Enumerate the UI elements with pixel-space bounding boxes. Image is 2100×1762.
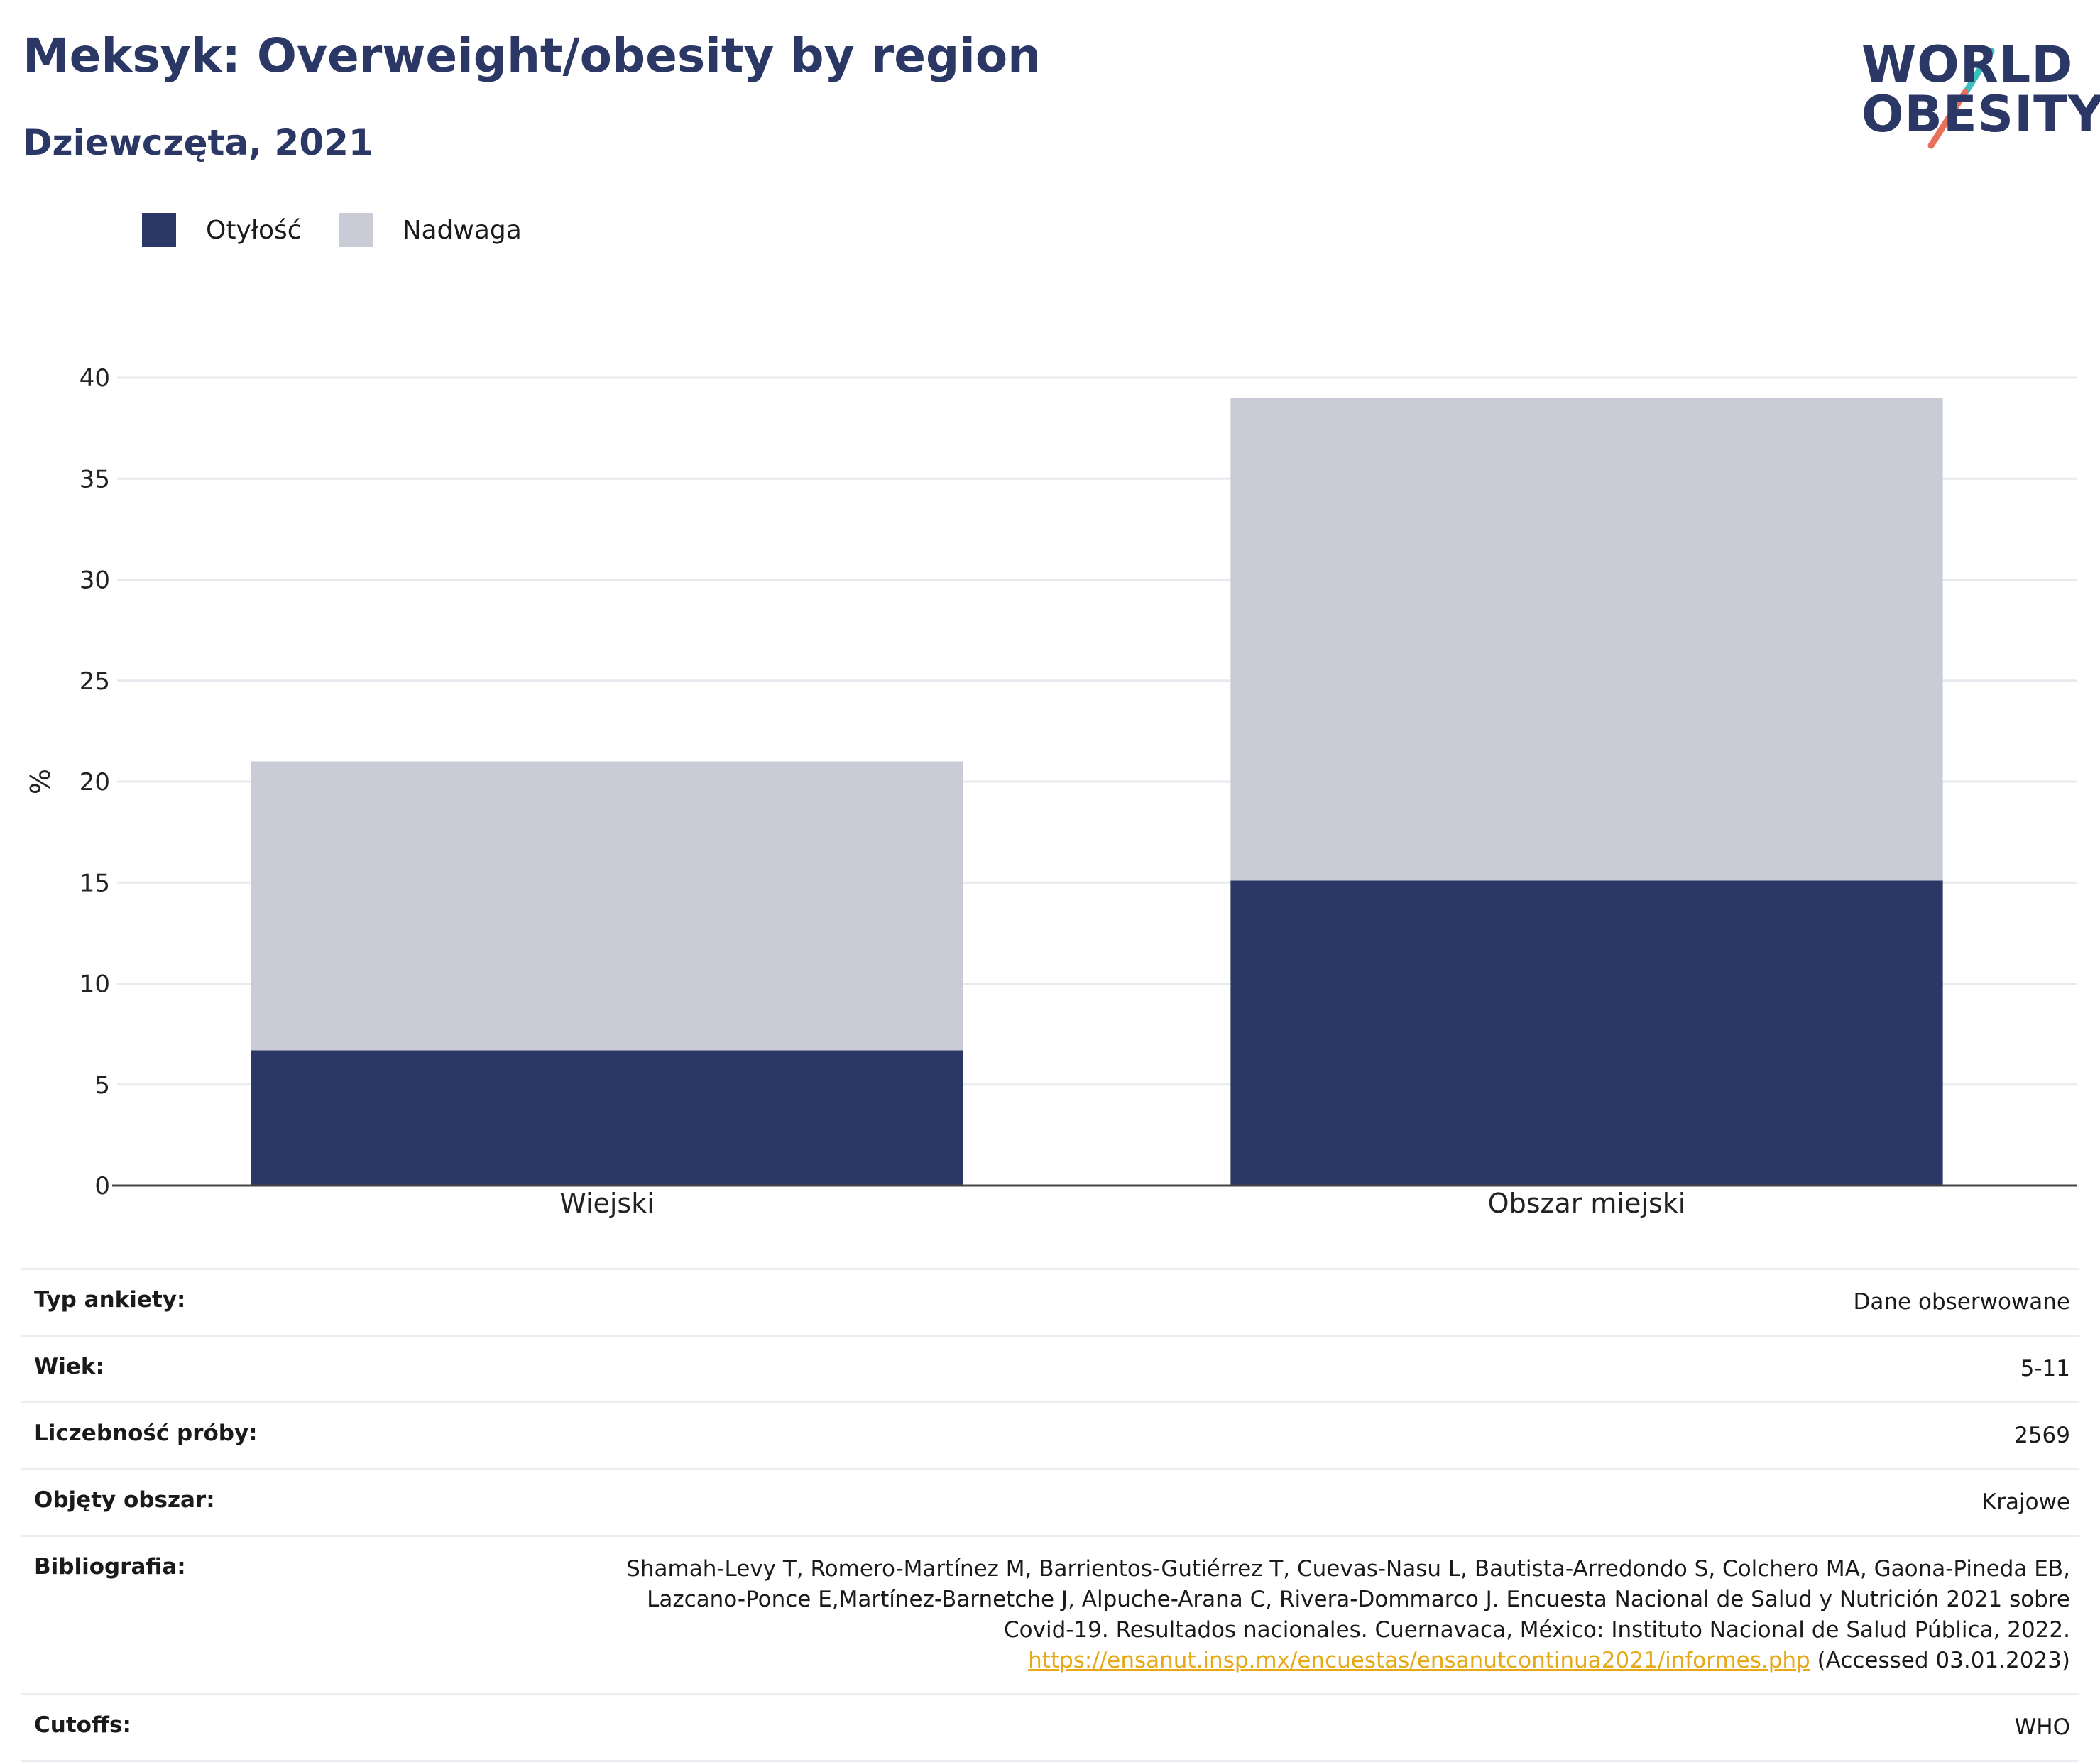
- y-tick-label: 30: [80, 567, 110, 595]
- info-row-coverage: Objęty obszar: Krajowe: [21, 1469, 2079, 1536]
- info-key: Bibliografia:: [34, 1554, 186, 1580]
- info-key: Wiek:: [34, 1354, 104, 1379]
- info-key: Objęty obszar:: [34, 1487, 215, 1513]
- info-value: WHO: [2014, 1714, 2070, 1740]
- bibliography-accessed: (Accessed 03.01.2023): [1810, 1648, 2070, 1673]
- x-category-label: Obszar miejski: [1488, 1188, 1686, 1219]
- y-tick-label: 40: [80, 364, 110, 393]
- y-tick-label: 0: [94, 1172, 110, 1200]
- bar-segment: [1230, 880, 1943, 1186]
- info-row-age: Wiek: 5-11: [21, 1335, 2079, 1403]
- bibliography-line: Covid-19. Resultados nacionales. Cuernav…: [1004, 1617, 2070, 1643]
- y-tick-label: 10: [80, 970, 110, 999]
- chart-title: Meksyk: Overweight/obesity by region: [23, 28, 1041, 83]
- legend-label-nadwaga: Nadwaga: [402, 215, 522, 245]
- y-tick-label: 35: [80, 465, 110, 493]
- y-tick-label: 25: [80, 667, 110, 696]
- info-row-sample-size: Liczebność próby: 2569: [21, 1402, 2079, 1470]
- legend-item-otylosc[interactable]: Otyłość: [142, 213, 302, 247]
- logo-slash-icon: [1927, 48, 1995, 149]
- info-value: Dane obserwowane: [1853, 1289, 2070, 1315]
- logo-line-2: OBESITY: [1861, 85, 2100, 143]
- y-tick-label: 15: [80, 869, 110, 897]
- bar-segment: [251, 761, 963, 1051]
- bibliography-link[interactable]: https://ensanut.insp.mx/encuestas/ensanu…: [1028, 1648, 1810, 1673]
- info-row-survey-type: Typ ankiety: Dane obserwowane: [21, 1269, 2079, 1336]
- info-row-cutoffs: Cutoffs: WHO: [21, 1694, 2079, 1761]
- world-obesity-logo[interactable]: WORLD OBESITY: [1846, 28, 2100, 156]
- survey-info-table: Typ ankiety: Dane obserwowane Wiek: 5-11…: [21, 1268, 2079, 1762]
- legend-swatch-nadwaga: [338, 213, 373, 247]
- legend-swatch-otylosc: [142, 213, 176, 247]
- chart-legend: Otyłość Nadwaga: [142, 213, 559, 247]
- info-value: 2569: [2014, 1423, 2070, 1448]
- bar-segment: [251, 1050, 963, 1186]
- y-axis-label: %: [25, 769, 56, 794]
- info-key: Typ ankiety:: [34, 1287, 186, 1313]
- bibliography-line: Shamah-Levy T, Romero-Martínez M, Barrie…: [626, 1556, 2070, 1582]
- info-value: 5-11: [2020, 1356, 2070, 1381]
- bar-segment: [1230, 398, 1943, 881]
- y-tick-label: 5: [94, 1071, 110, 1100]
- chart-subtitle: Dziewczęta, 2021: [23, 122, 373, 163]
- y-tick-label: 20: [80, 768, 110, 797]
- bibliography-line: Lazcano-Ponce E,Martínez-Barnetche J, Al…: [647, 1587, 2070, 1612]
- legend-item-nadwaga[interactable]: Nadwaga: [338, 213, 522, 247]
- stacked-bar-chart: 0 5 10 15 20 25 30 35 40% Wiejski Obszar miejski: [25, 364, 2077, 1219]
- info-value: Krajowe: [1981, 1489, 2070, 1515]
- info-value-bibliography: Shamah-Levy T, Romero-Martínez M, Barrie…: [321, 1536, 2079, 1695]
- info-row-bibliography: Bibliografia: Shamah-Levy T, Romero-Mart…: [21, 1536, 2079, 1695]
- info-key: Cutoffs:: [34, 1712, 131, 1738]
- info-key: Liczebność próby:: [34, 1421, 258, 1446]
- x-category-label: Wiejski: [559, 1188, 655, 1219]
- legend-label-otylosc: Otyłość: [206, 215, 302, 245]
- logo-line-1: WORLD: [1861, 35, 2074, 94]
